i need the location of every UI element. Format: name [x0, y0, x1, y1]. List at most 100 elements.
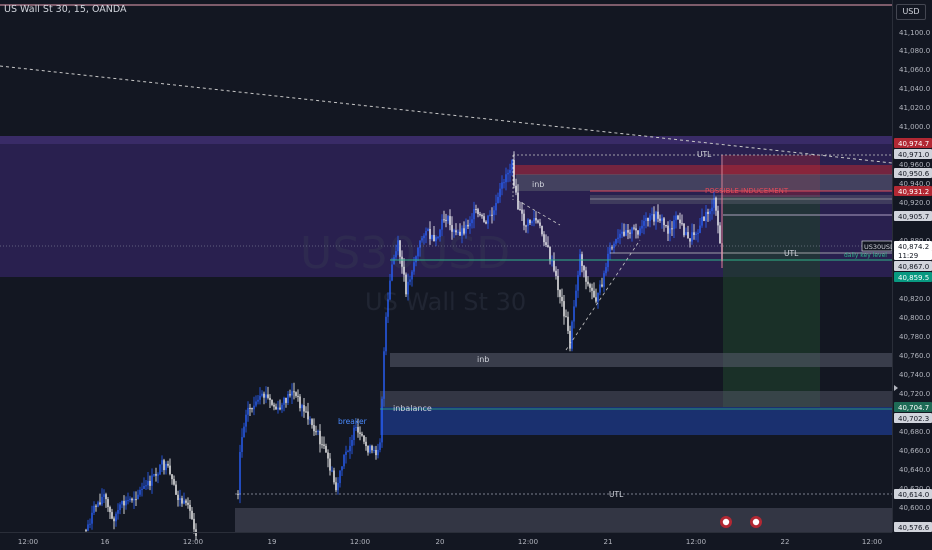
candle-body	[671, 228, 673, 230]
price-tick-label: 41,040.0	[899, 85, 930, 93]
candle-body	[655, 211, 657, 222]
candle-body	[531, 221, 533, 224]
candle-body	[393, 257, 395, 265]
candle-body	[505, 174, 507, 183]
candle-body	[489, 214, 491, 216]
candle-body	[373, 450, 375, 451]
candle-body	[155, 474, 157, 476]
candle-body	[109, 507, 111, 513]
candle-body	[435, 237, 437, 242]
price-badge-label: 40,614.0	[898, 491, 929, 499]
candle-body	[485, 221, 487, 224]
price-tick-label: 40,800.0	[899, 314, 930, 322]
symbol-tag-label: US30USD	[864, 243, 895, 251]
candle-body	[237, 493, 239, 495]
candle-body	[407, 281, 409, 295]
candle-body	[249, 407, 251, 409]
candle-body	[545, 242, 547, 245]
price-badge[interactable]	[894, 402, 932, 412]
candle-body	[255, 401, 257, 406]
price-badge[interactable]	[894, 272, 932, 282]
candle-body	[595, 297, 597, 302]
price-badge[interactable]	[894, 489, 932, 499]
candle-body	[649, 215, 651, 221]
candle-body	[305, 411, 307, 413]
candle-body	[577, 275, 579, 291]
candle-body	[133, 499, 135, 501]
candle-body	[705, 211, 707, 221]
candle-body	[699, 225, 701, 233]
candle-body	[611, 247, 613, 249]
candle-body	[411, 271, 413, 280]
candle-body	[529, 219, 531, 224]
price-badge[interactable]	[894, 168, 932, 178]
price-badge-label: 40,950.6	[898, 170, 930, 178]
candle-body	[493, 210, 495, 215]
candle-body	[553, 260, 555, 271]
candle-body	[307, 411, 309, 420]
candle-body	[287, 394, 289, 403]
candle-body	[319, 430, 321, 445]
candle-body	[635, 228, 637, 231]
watermark-symbol: US30USD	[300, 228, 510, 279]
candle-body	[159, 464, 161, 475]
candle-body	[587, 281, 589, 285]
candle-body	[251, 408, 253, 410]
candle-body	[327, 452, 329, 459]
candle-body	[313, 425, 315, 432]
candle-body	[495, 203, 497, 211]
candle-body	[325, 445, 327, 453]
price-badge[interactable]	[894, 522, 932, 532]
economic-event-flag-inner	[722, 518, 730, 526]
candle-body	[315, 431, 317, 433]
candle-body	[715, 197, 717, 211]
candle-body	[371, 445, 373, 451]
candle-body	[347, 451, 349, 453]
candle-body	[339, 470, 341, 484]
candle-body	[193, 518, 195, 530]
price-badge-label: 40,971.0	[898, 151, 929, 159]
price-badge[interactable]	[894, 241, 932, 251]
chart-symbol-title: US Wall St 30, 15, OANDA	[4, 4, 127, 15]
candle-body	[605, 267, 607, 274]
candle-body	[469, 223, 471, 227]
candle-body	[167, 463, 169, 466]
candle-body	[169, 465, 171, 475]
price-badge[interactable]	[894, 211, 932, 221]
candle-body	[527, 219, 529, 227]
candle-body	[247, 407, 249, 415]
price-badge[interactable]	[894, 138, 932, 148]
candle-body	[161, 460, 163, 465]
candle-body	[539, 222, 541, 226]
candle-body	[363, 435, 365, 442]
candle-body	[709, 211, 711, 214]
candle-body	[245, 414, 247, 427]
candle-body	[625, 230, 627, 236]
price-badge[interactable]	[894, 149, 932, 159]
candle-body	[461, 228, 463, 236]
candle-body	[131, 498, 133, 501]
candle-body	[679, 219, 681, 224]
candle-body	[631, 227, 633, 234]
candle-body	[147, 480, 149, 486]
imbalance-blue-zone	[380, 407, 892, 435]
price-tick-label: 40,680.0	[899, 428, 930, 436]
price-badge[interactable]	[894, 261, 932, 271]
candle-body	[675, 215, 677, 221]
candle-body	[463, 228, 465, 234]
candle-body	[449, 216, 451, 225]
price-badge[interactable]	[894, 250, 932, 260]
candle-body	[173, 479, 175, 485]
candle-body	[511, 160, 513, 171]
currency-button[interactable]: USD	[896, 4, 926, 20]
candle-body	[619, 233, 621, 238]
candle-body	[139, 489, 141, 495]
price-badge[interactable]	[894, 186, 932, 196]
scroll-arrow-icon[interactable]	[894, 385, 898, 391]
candle-body	[557, 275, 559, 291]
candle-body	[367, 446, 369, 453]
price-badge[interactable]	[894, 413, 932, 423]
imbalance-gray-zone	[380, 391, 892, 407]
candle-body	[551, 260, 553, 262]
